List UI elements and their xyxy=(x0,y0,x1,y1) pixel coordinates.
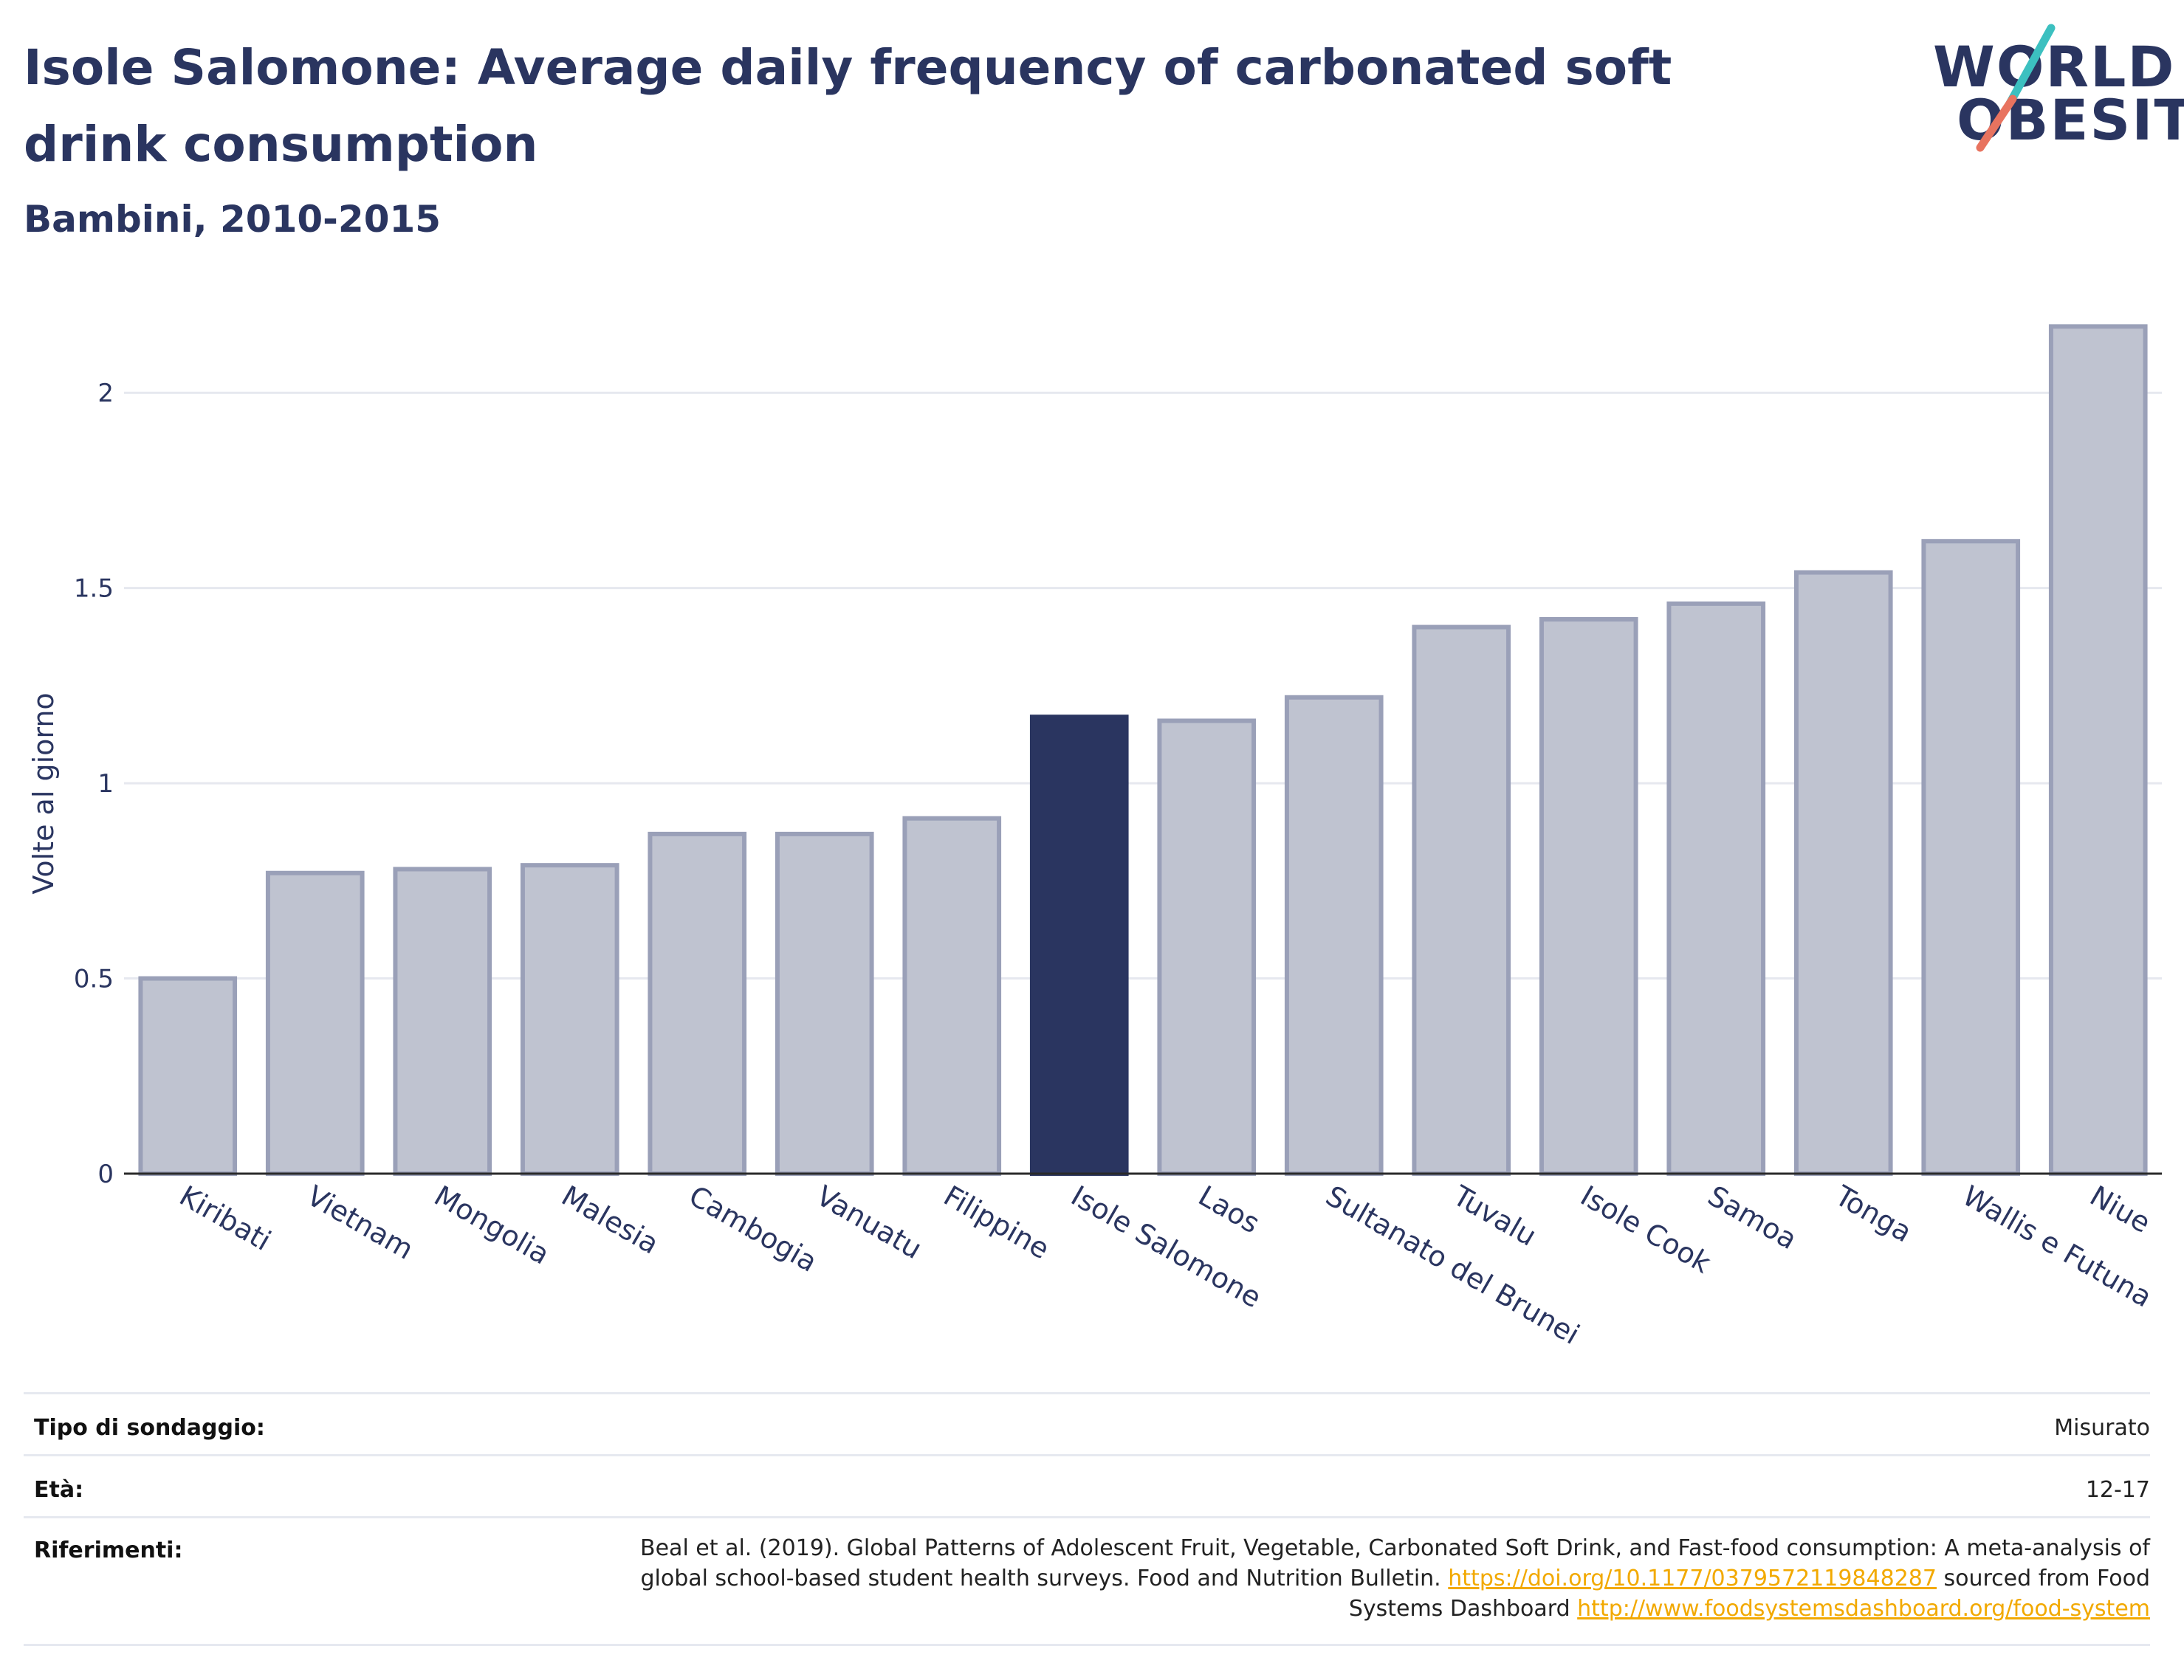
x-category-label: Samoa xyxy=(1703,1180,1802,1256)
references-text: Beal et al. (2019). Global Patterns of A… xyxy=(629,1533,2150,1624)
bar-mongolia[interactable] xyxy=(393,867,492,1176)
world-obesity-logo: WORLD OBESITY xyxy=(1920,22,2184,162)
x-category-label: Cambogia xyxy=(684,1180,823,1278)
bar-isole-cook[interactable] xyxy=(1539,616,1638,1176)
y-tick-label: 0 xyxy=(97,1160,114,1189)
x-category-label: Isole Cook xyxy=(1575,1180,1716,1280)
age-value: 12-17 xyxy=(2085,1477,2150,1503)
y-tick-label: 1.5 xyxy=(74,574,114,604)
x-category-label: Vietnam xyxy=(301,1180,419,1266)
bar-isole-salomone[interactable] xyxy=(1029,715,1129,1176)
bar-tonga[interactable] xyxy=(1793,570,1893,1176)
chart-subtitle: Bambini, 2010-2015 xyxy=(24,198,442,241)
x-category-label: Malesia xyxy=(556,1180,664,1261)
bar-tuvalu[interactable] xyxy=(1412,624,1511,1176)
bar-vanuatu[interactable] xyxy=(775,831,874,1176)
age-label: Età: xyxy=(34,1477,84,1503)
bar-malesia[interactable] xyxy=(520,863,619,1177)
bar-filippine[interactable] xyxy=(902,816,1002,1176)
bar-kiribati[interactable] xyxy=(138,976,238,1176)
y-tick-label: 1 xyxy=(97,769,114,799)
survey-type-value: Misurato xyxy=(2054,1415,2150,1441)
bar-niue[interactable] xyxy=(2048,324,2148,1176)
x-category-label: Mongolia xyxy=(429,1180,555,1271)
logo-word-world: WORLD xyxy=(1933,34,2176,100)
x-category-label: Vanuatu xyxy=(811,1180,927,1265)
y-axis-label: Volte al giorno xyxy=(27,692,60,894)
bar-wallis-e-futuna[interactable] xyxy=(1921,539,2021,1176)
bar-chart: 0 0.5 1 1.5 2 Kiribati Vietnam Mongolia Malesia… xyxy=(27,324,2162,1351)
x-categories: Kiribati Vietnam Mongolia Malesia CambogiaVa… xyxy=(174,1179,2157,1351)
x-category-label: Kiribati xyxy=(174,1180,277,1257)
chart-title: Isole Salomone: Average daily frequency … xyxy=(24,39,1672,173)
bar-vietnam[interactable] xyxy=(265,870,365,1176)
food-systems-link[interactable]: http://www.foodsystemsdashboard.org/food… xyxy=(1577,1596,2150,1622)
x-category-label: Niue xyxy=(2084,1180,2156,1239)
info-row-age: Età: 12-17 xyxy=(24,1454,2150,1518)
references-label: Riferimenti: xyxy=(34,1538,183,1563)
bars xyxy=(138,324,2148,1177)
survey-type-label: Tipo di sondaggio: xyxy=(34,1415,265,1441)
y-ticks: 0 0.5 1 1.5 2 xyxy=(74,379,114,1189)
bar-sultanato-del-brunei[interactable] xyxy=(1284,695,1384,1176)
x-category-label: Tuvalu xyxy=(1447,1179,1542,1253)
info-row-references: Riferimenti: Beal et al. (2019). Global … xyxy=(24,1516,2150,1646)
x-category-label: Tonga xyxy=(1829,1179,1917,1248)
bar-cambogia[interactable] xyxy=(648,831,747,1176)
reference-source: sourced from Food Systems Dashboard xyxy=(1348,1566,2150,1622)
y-tick-label: 2 xyxy=(97,379,114,408)
bar-samoa[interactable] xyxy=(1666,601,1766,1177)
doi-link[interactable]: https://doi.org/10.1177/0379572119848287 xyxy=(1448,1566,1937,1591)
reference-citation: Beal et al. (2019). Global Patterns of A… xyxy=(640,1535,2150,1591)
logo-slash-icon xyxy=(1976,24,2056,152)
x-category-label: Laos xyxy=(1193,1180,1266,1240)
x-category-label: Filippine xyxy=(938,1180,1055,1266)
bar-laos[interactable] xyxy=(1157,718,1257,1176)
info-row-survey: Tipo di sondaggio: Misurato xyxy=(24,1392,2150,1456)
y-tick-label: 0.5 xyxy=(74,965,114,994)
